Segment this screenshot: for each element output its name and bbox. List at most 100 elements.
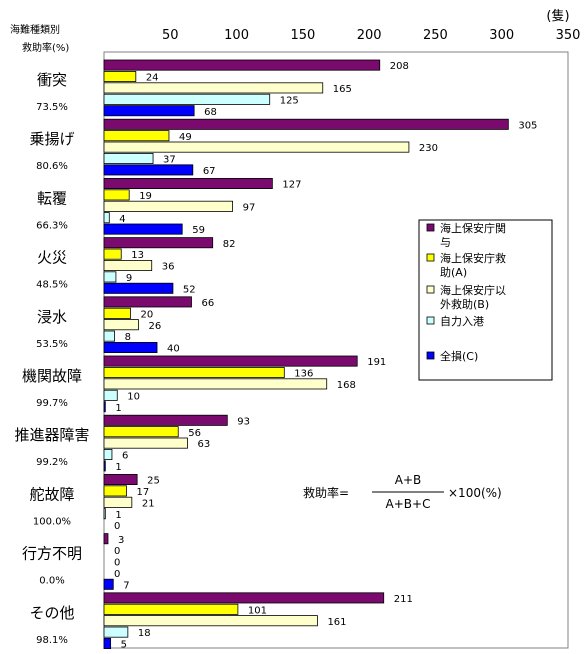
bar-value-label: 40	[167, 344, 180, 355]
bar	[103, 330, 116, 342]
bar	[103, 389, 118, 401]
bar-value-label: 10	[127, 391, 140, 402]
bar	[103, 282, 174, 294]
rescue-rate-label: 53.5%	[36, 339, 68, 350]
bar	[103, 130, 170, 142]
bar-value-label: 6	[122, 451, 128, 462]
bar	[103, 448, 113, 460]
rescue-rate-label: 0.0%	[39, 576, 64, 587]
category-label: 舵故障	[29, 485, 74, 503]
bar-value-label: 101	[248, 605, 267, 616]
bar-value-label: 168	[337, 380, 356, 391]
bar	[103, 71, 137, 83]
bar	[103, 615, 318, 627]
bar	[103, 259, 153, 271]
bar	[103, 355, 358, 367]
bar	[103, 271, 117, 283]
header-line2: 救助率(%)	[22, 41, 69, 54]
category-label: 浸水	[37, 308, 67, 326]
rescue-rate-label: 80.6%	[36, 161, 68, 172]
bar	[103, 437, 188, 449]
formula-numerator: A+B	[395, 473, 422, 487]
rescue-rate-label: 98.1%	[36, 635, 68, 646]
legend-label: 自力入港	[440, 315, 484, 328]
bar-value-label: 136	[294, 369, 313, 380]
x-tick-label: 350	[556, 28, 581, 43]
bar	[103, 592, 385, 604]
formula-lhs: 救助率=	[303, 485, 349, 500]
bar-value-label: 3	[118, 535, 124, 546]
bar	[103, 118, 509, 130]
bar-value-label: 26	[148, 321, 161, 332]
formula-rhs: ×100(%)	[448, 486, 502, 500]
bar	[103, 626, 129, 638]
bar	[103, 533, 109, 545]
rescue-rate-label: 66.3%	[36, 220, 68, 231]
bar-value-label: 97	[243, 202, 256, 213]
bar	[103, 82, 324, 94]
bar-value-label: 25	[147, 476, 160, 487]
category-label: その他	[29, 604, 74, 622]
bar-value-label: 191	[367, 357, 386, 368]
header-line1: 海難種類別	[10, 23, 60, 36]
bar-value-label: 127	[282, 180, 301, 191]
category-labels: 衝突 73.5% 乗揚げ 80.6% 転覆 66.3% 火災 48.5% 浸水 53.5% 機関故障…	[14, 71, 89, 646]
category-label: 転覆	[37, 189, 67, 207]
bar	[103, 578, 114, 590]
rescue-rate-label: 100.0%	[33, 516, 71, 527]
bar	[103, 307, 131, 319]
bar-value-label: 0	[114, 558, 120, 569]
bar	[103, 319, 139, 331]
bar-value-label: 52	[183, 284, 196, 295]
bar-value-label: 13	[131, 250, 144, 261]
bar	[103, 237, 214, 249]
bar-value-label: 21	[142, 498, 155, 509]
bar-value-label: 208	[390, 61, 409, 72]
bar-value-label: 49	[179, 132, 192, 143]
bar-value-label: 7	[123, 580, 129, 591]
rescue-rate-label: 99.2%	[36, 457, 68, 468]
bar-value-label: 93	[237, 416, 250, 427]
bar-value-label: 8	[125, 332, 131, 343]
bar-value-label: 0	[114, 521, 120, 532]
bar-value-label: 165	[333, 84, 352, 95]
bar-value-label: 5	[121, 640, 127, 651]
bar	[103, 223, 183, 235]
bar-value-label: 230	[419, 143, 438, 154]
bar	[103, 401, 106, 413]
legend-swatch	[426, 351, 435, 360]
bar	[103, 141, 410, 153]
bar-value-label: 305	[518, 120, 537, 131]
bar-value-label: 19	[139, 191, 152, 202]
bar-value-label: 9	[126, 273, 132, 284]
bar-value-label: 68	[204, 107, 217, 118]
bar	[103, 638, 112, 650]
category-label: 火災	[37, 249, 67, 267]
bar-value-label: 1	[115, 462, 121, 473]
bar-value-label: 63	[198, 439, 211, 450]
category-label: 機関故障	[22, 367, 82, 385]
legend-swatch	[426, 285, 435, 294]
chart-header: 海難種類別 救助率(%) (隻)	[10, 9, 570, 54]
x-axis-ticks: 50 100 150 200 250 300 350	[162, 28, 580, 43]
bar	[103, 59, 381, 71]
bar	[103, 164, 194, 176]
bar-value-label: 37	[163, 155, 176, 166]
legend-label: 全損(C)	[440, 349, 478, 363]
bar-value-label: 4	[119, 214, 125, 225]
bar	[103, 426, 179, 438]
rescue-rate-label: 99.7%	[36, 398, 68, 409]
bar	[103, 341, 158, 353]
x-tick-label: 100	[224, 28, 249, 43]
bar	[103, 485, 127, 497]
bar-value-label: 18	[138, 628, 151, 639]
bar	[103, 248, 122, 260]
bar	[103, 152, 154, 164]
x-tick-label: 50	[162, 28, 179, 43]
bar	[103, 603, 239, 615]
bar	[103, 105, 195, 117]
bar-value-label: 36	[162, 262, 175, 273]
rescue-rate-label: 73.5%	[36, 102, 68, 113]
